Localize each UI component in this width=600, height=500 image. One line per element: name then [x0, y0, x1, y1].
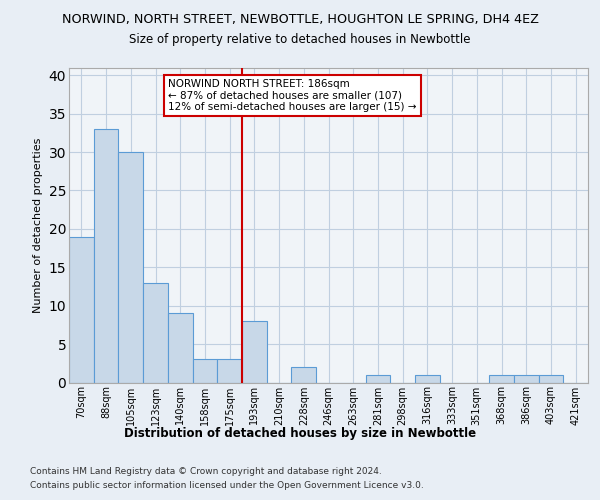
Text: Contains HM Land Registry data © Crown copyright and database right 2024.: Contains HM Land Registry data © Crown c…	[30, 468, 382, 476]
Bar	[118, 152, 143, 382]
Bar	[94, 129, 118, 382]
Bar	[489, 375, 514, 382]
Bar	[168, 314, 193, 382]
Bar	[242, 321, 267, 382]
Bar	[539, 375, 563, 382]
Bar	[365, 375, 390, 382]
Text: Size of property relative to detached houses in Newbottle: Size of property relative to detached ho…	[129, 32, 471, 46]
Text: Contains public sector information licensed under the Open Government Licence v3: Contains public sector information licen…	[30, 481, 424, 490]
Text: NORWIND NORTH STREET: 186sqm
← 87% of detached houses are smaller (107)
12% of s: NORWIND NORTH STREET: 186sqm ← 87% of de…	[168, 79, 416, 112]
Bar	[143, 282, 168, 382]
Bar	[415, 375, 440, 382]
Bar	[193, 360, 217, 382]
Text: Distribution of detached houses by size in Newbottle: Distribution of detached houses by size …	[124, 428, 476, 440]
Bar	[69, 236, 94, 382]
Bar	[292, 367, 316, 382]
Y-axis label: Number of detached properties: Number of detached properties	[33, 138, 43, 312]
Text: NORWIND, NORTH STREET, NEWBOTTLE, HOUGHTON LE SPRING, DH4 4EZ: NORWIND, NORTH STREET, NEWBOTTLE, HOUGHT…	[62, 12, 539, 26]
Bar	[514, 375, 539, 382]
Bar	[217, 360, 242, 382]
